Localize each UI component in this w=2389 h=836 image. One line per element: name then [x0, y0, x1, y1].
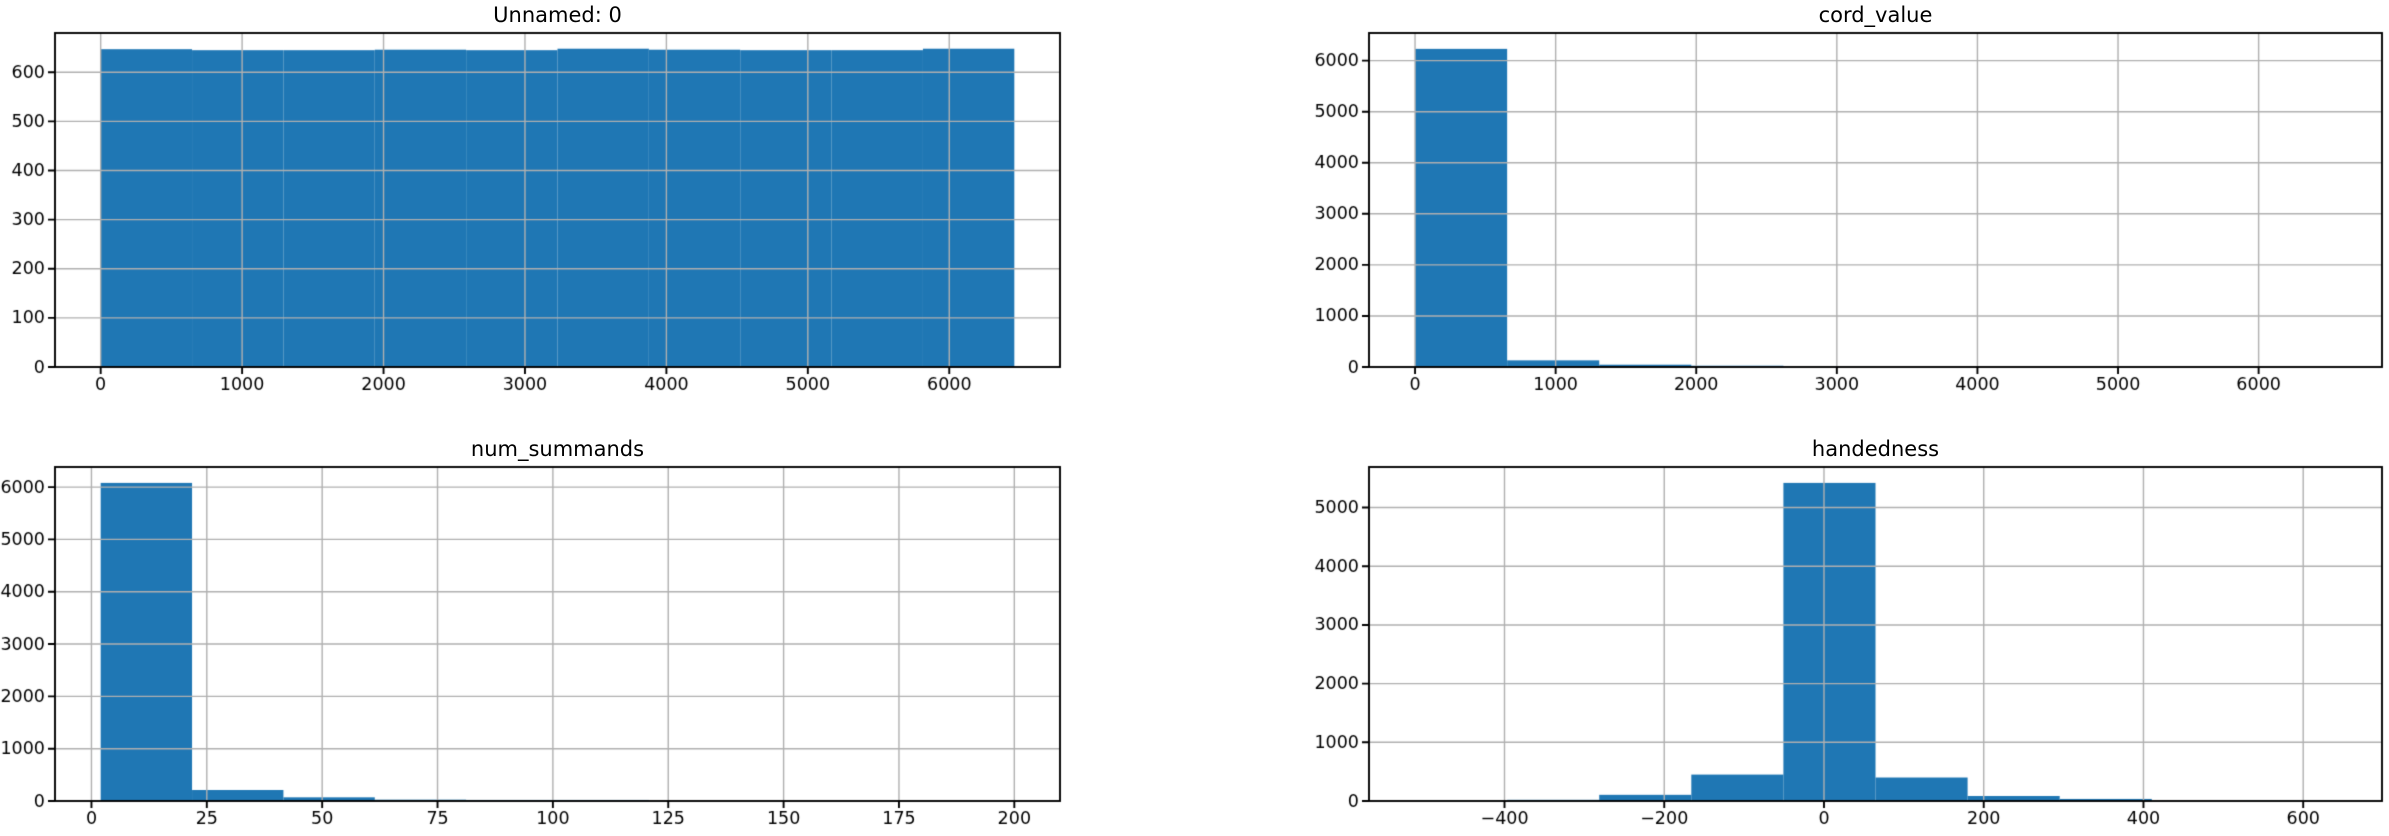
- subplot-cord-value: cord_value: [1194, 0, 2389, 418]
- subplot-handedness: handedness: [1194, 418, 2389, 836]
- subplot-title-num-summands: num_summands: [470, 437, 645, 461]
- subplot-title-cord-value: cord_value: [1818, 3, 1933, 27]
- subplot-title-handedness: handedness: [1811, 437, 1940, 461]
- subplot-title-unnamed-0: Unnamed: 0: [493, 3, 622, 27]
- subplot-num-summands: num_summands: [0, 418, 1195, 836]
- subplot-unnamed-0: Unnamed: 0: [0, 0, 1195, 418]
